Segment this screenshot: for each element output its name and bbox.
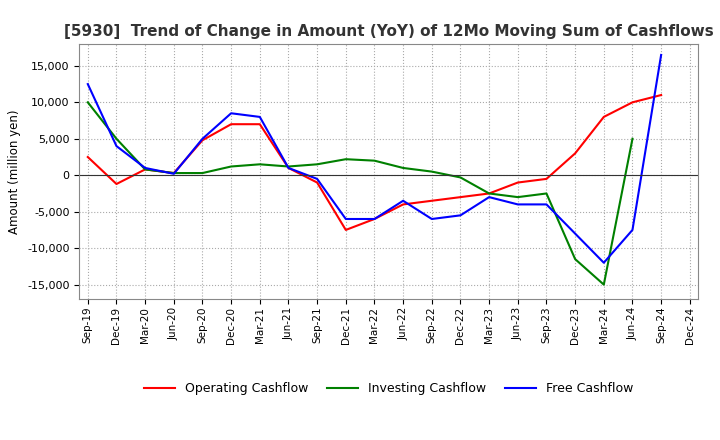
Operating Cashflow [169, 170, 178, 176]
Free Cashflow [112, 143, 121, 149]
Operating Cashflow [657, 92, 665, 98]
Line: Free Cashflow: Free Cashflow [88, 55, 661, 263]
Free Cashflow [312, 176, 321, 182]
Operating Cashflow [513, 180, 522, 185]
Investing Cashflow [485, 191, 493, 196]
Operating Cashflow [600, 114, 608, 120]
Free Cashflow [628, 227, 636, 233]
Investing Cashflow [284, 164, 293, 169]
Investing Cashflow [542, 191, 551, 196]
Legend: Operating Cashflow, Investing Cashflow, Free Cashflow: Operating Cashflow, Investing Cashflow, … [139, 377, 639, 400]
Free Cashflow [428, 216, 436, 222]
Operating Cashflow [141, 167, 150, 172]
Investing Cashflow [141, 167, 150, 172]
Operating Cashflow [428, 198, 436, 203]
Investing Cashflow [513, 194, 522, 200]
Operating Cashflow [456, 194, 465, 200]
Investing Cashflow [312, 161, 321, 167]
Operating Cashflow [628, 100, 636, 105]
Investing Cashflow [571, 257, 580, 262]
Operating Cashflow [112, 181, 121, 187]
Operating Cashflow [256, 121, 264, 127]
Free Cashflow [542, 202, 551, 207]
Free Cashflow [657, 52, 665, 58]
Investing Cashflow [428, 169, 436, 174]
Free Cashflow [370, 216, 379, 222]
Line: Operating Cashflow: Operating Cashflow [88, 95, 661, 230]
Free Cashflow [456, 213, 465, 218]
Free Cashflow [256, 114, 264, 120]
Investing Cashflow [256, 161, 264, 167]
Free Cashflow [399, 198, 408, 203]
Investing Cashflow [456, 175, 465, 180]
Investing Cashflow [370, 158, 379, 163]
Operating Cashflow [198, 138, 207, 143]
Investing Cashflow [169, 170, 178, 176]
Operating Cashflow [399, 202, 408, 207]
Operating Cashflow [485, 191, 493, 196]
Operating Cashflow [227, 121, 235, 127]
Free Cashflow [284, 165, 293, 171]
Free Cashflow [571, 231, 580, 236]
Operating Cashflow [284, 165, 293, 171]
Operating Cashflow [571, 151, 580, 156]
Operating Cashflow [370, 216, 379, 222]
Investing Cashflow [112, 136, 121, 141]
Operating Cashflow [312, 180, 321, 185]
Investing Cashflow [198, 170, 207, 176]
Investing Cashflow [341, 157, 350, 162]
Investing Cashflow [628, 136, 636, 141]
Free Cashflow [485, 194, 493, 200]
Operating Cashflow [84, 154, 92, 160]
Investing Cashflow [227, 164, 235, 169]
Free Cashflow [227, 110, 235, 116]
Investing Cashflow [84, 100, 92, 105]
Free Cashflow [84, 81, 92, 87]
Free Cashflow [341, 216, 350, 222]
Title: [5930]  Trend of Change in Amount (YoY) of 12Mo Moving Sum of Cashflows: [5930] Trend of Change in Amount (YoY) o… [64, 24, 714, 39]
Operating Cashflow [341, 227, 350, 233]
Free Cashflow [198, 136, 207, 141]
Investing Cashflow [600, 282, 608, 287]
Free Cashflow [513, 202, 522, 207]
Operating Cashflow [542, 176, 551, 182]
Investing Cashflow [399, 165, 408, 171]
Y-axis label: Amount (million yen): Amount (million yen) [9, 110, 22, 234]
Line: Investing Cashflow: Investing Cashflow [88, 103, 632, 285]
Free Cashflow [141, 165, 150, 171]
Free Cashflow [169, 171, 178, 176]
Free Cashflow [600, 260, 608, 265]
